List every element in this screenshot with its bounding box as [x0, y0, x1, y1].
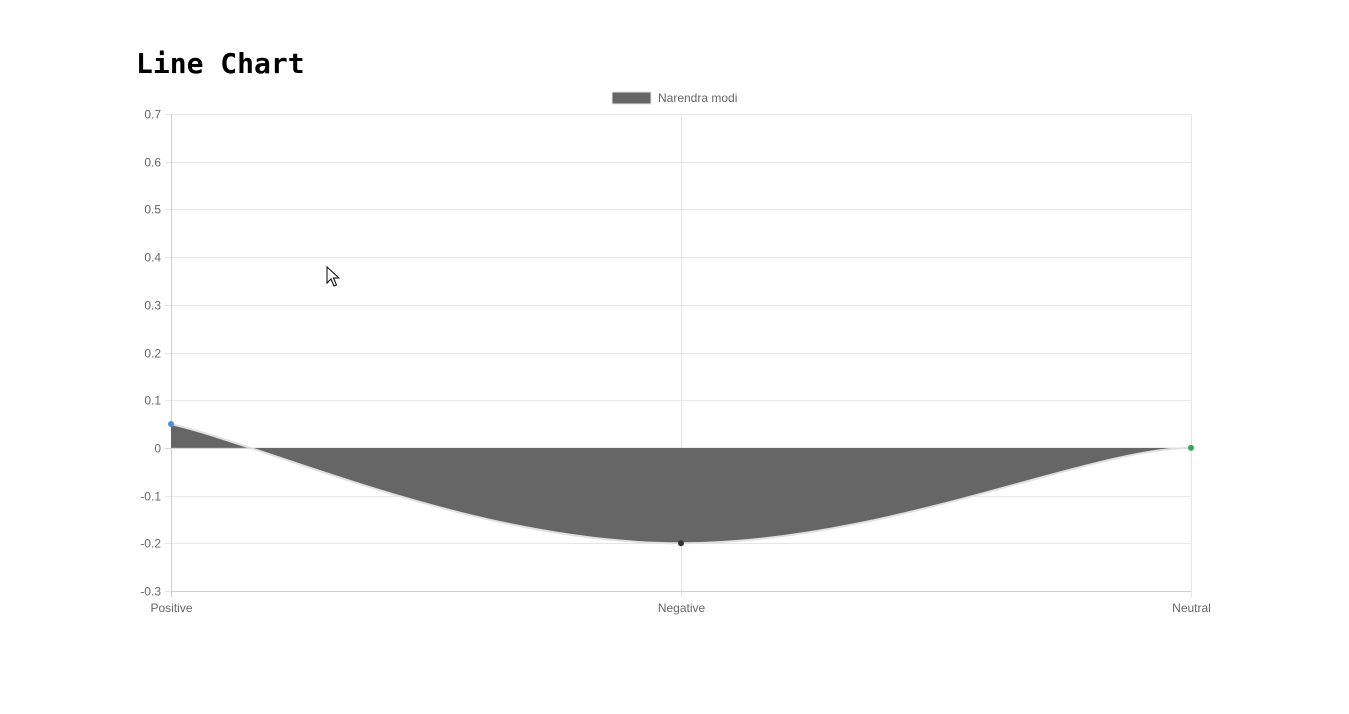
y-tick-label: -0.3: [140, 585, 161, 599]
x-tick-label: Neutral: [1172, 601, 1211, 615]
y-tick-label: 0: [154, 442, 161, 456]
x-tick-label: Positive: [150, 601, 192, 615]
y-tick-label: -0.1: [140, 490, 161, 504]
y-tick-label: 0.1: [144, 394, 161, 408]
y-tick-label: 0.4: [144, 251, 161, 265]
axis-layer: 0.7 0.6 0.5 0.4 0.3 0.2 0.1 0 -0.1 -0.2 -0.3 Positi…: [140, 108, 1211, 616]
y-tick-label: -0.2: [140, 537, 161, 551]
y-tick-label: 0.3: [144, 299, 161, 313]
y-tick-label: 0.7: [144, 108, 161, 122]
page-title: Line Chart: [136, 47, 305, 80]
legend[interactable]: Narendra modi: [611, 91, 737, 105]
point-layer: [168, 421, 1194, 547]
legend-swatch[interactable]: [611, 91, 652, 105]
data-point[interactable]: [1188, 444, 1194, 451]
legend-label[interactable]: Narendra modi: [658, 91, 737, 105]
data-point[interactable]: [678, 540, 684, 547]
y-tick-label: 0.5: [144, 203, 161, 217]
mouse-cursor-icon: [326, 266, 340, 287]
y-tick-label: 0.6: [144, 156, 161, 170]
x-tick-label: Negative: [658, 601, 706, 615]
y-tick-label: 0.2: [144, 347, 161, 361]
series-area: [171, 424, 1191, 544]
data-point[interactable]: [168, 421, 174, 428]
